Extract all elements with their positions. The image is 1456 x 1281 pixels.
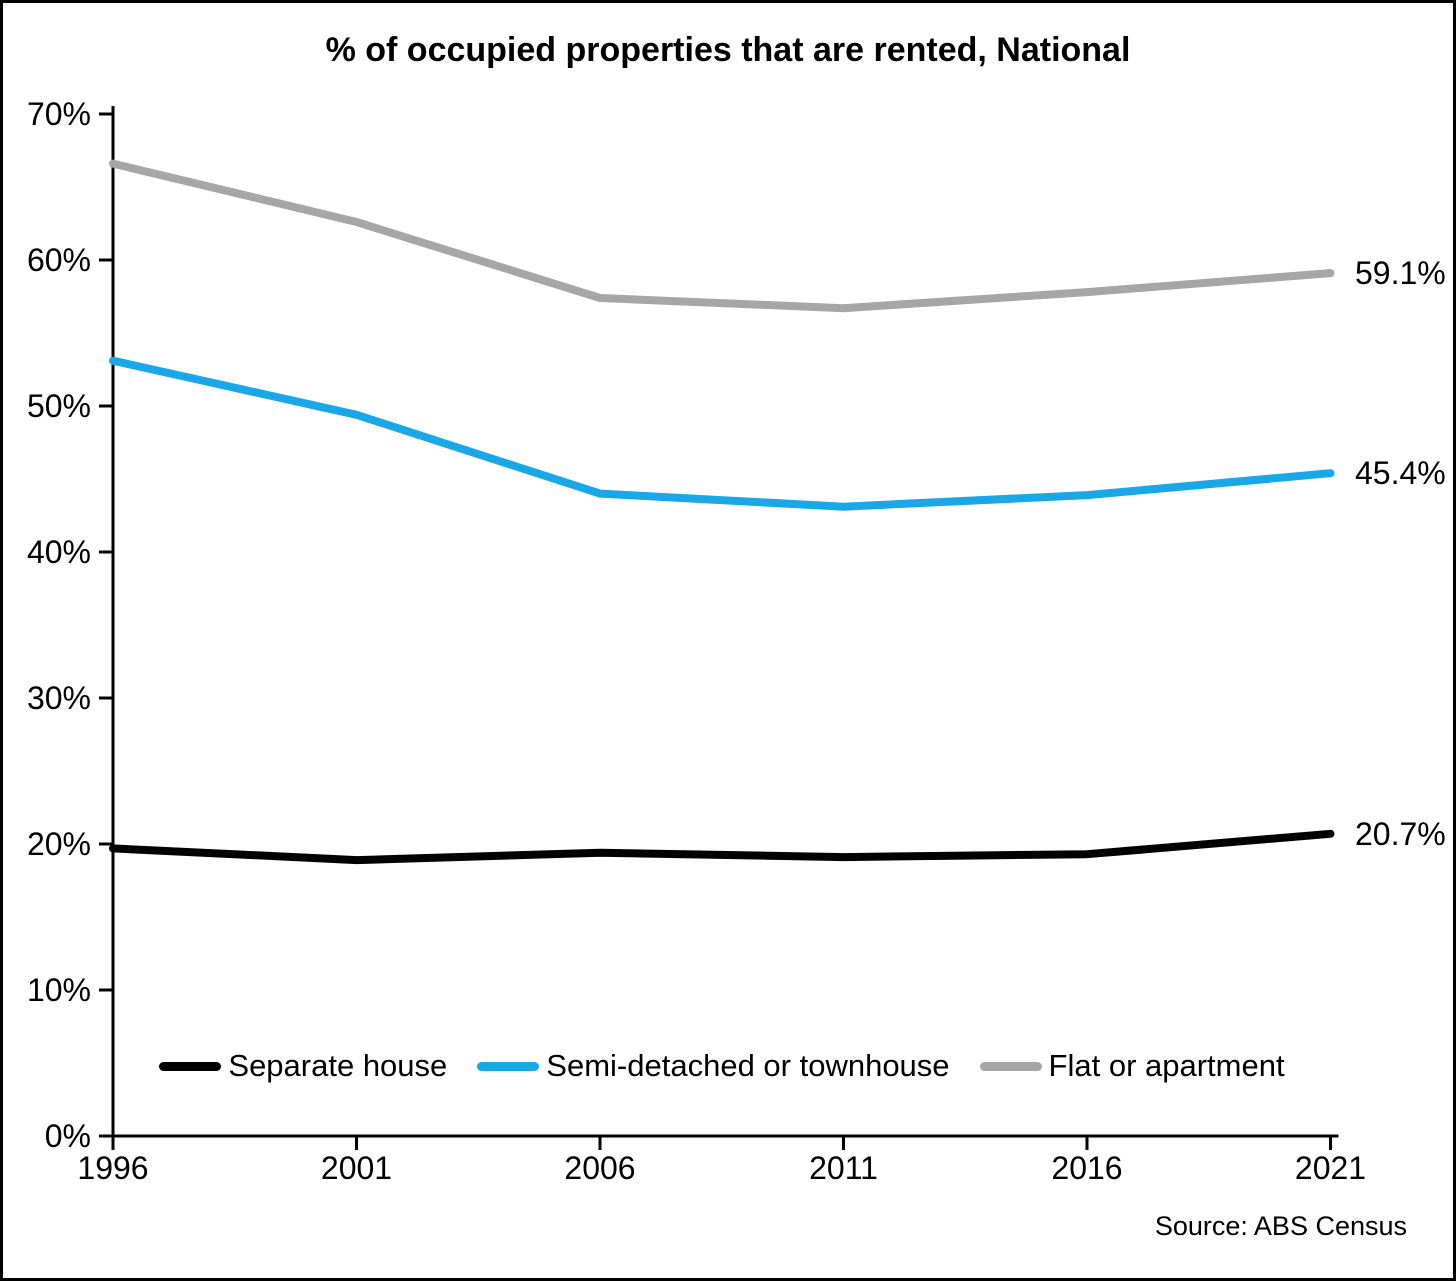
axis-lines (111, 106, 1339, 1138)
y-tick-label: 50% (26, 388, 91, 424)
y-tick-label: 10% (26, 972, 91, 1008)
series-line-1 (109, 356, 1335, 511)
x-tick-label: 2001 (320, 1150, 393, 1186)
y-tick-label: 0% (44, 1118, 91, 1154)
line-chart-canvas (99, 106, 1339, 1150)
y-tick-label: 60% (26, 242, 91, 278)
end-label-1: 45.4% (1355, 455, 1446, 492)
legend-item: Semi-detached or townhouse (477, 1048, 950, 1084)
legend-line-swatch-gray (979, 1061, 1042, 1071)
x-tick-label: 1996 (77, 1150, 149, 1186)
source-note: Source: ABS Census (1154, 1211, 1407, 1241)
x-tick-label: 2011 (809, 1150, 878, 1186)
legend-label: Flat or apartment (1048, 1048, 1285, 1083)
y-tick-label: 70% (26, 96, 91, 132)
chart-title: % of occupied properties that are rented… (325, 31, 1131, 69)
series-line-0 (109, 159, 1335, 313)
end-label-2: 20.7% (1355, 815, 1446, 852)
x-tick-label: 2006 (564, 1150, 636, 1186)
y-tick-label: 40% (26, 534, 91, 570)
y-tick-label: 30% (26, 680, 91, 716)
series-line-2 (109, 829, 1335, 865)
end-label-0: 59.1% (1355, 255, 1446, 292)
legend: Separate house Semi-detached or townhous… (113, 1043, 1331, 1089)
legend-line-swatch-black (159, 1061, 222, 1071)
legend-label: Separate house (228, 1048, 448, 1083)
legend-label: Semi-detached or townhouse (546, 1048, 950, 1083)
x-tick-label: 2016 (1051, 1150, 1123, 1186)
legend-item: Flat or apartment (979, 1048, 1285, 1084)
legend-line-swatch-blue (477, 1061, 540, 1071)
x-tick-label: 2021 (1294, 1150, 1367, 1186)
y-tick-label: 20% (26, 826, 91, 862)
legend-item: Separate house (159, 1048, 447, 1084)
